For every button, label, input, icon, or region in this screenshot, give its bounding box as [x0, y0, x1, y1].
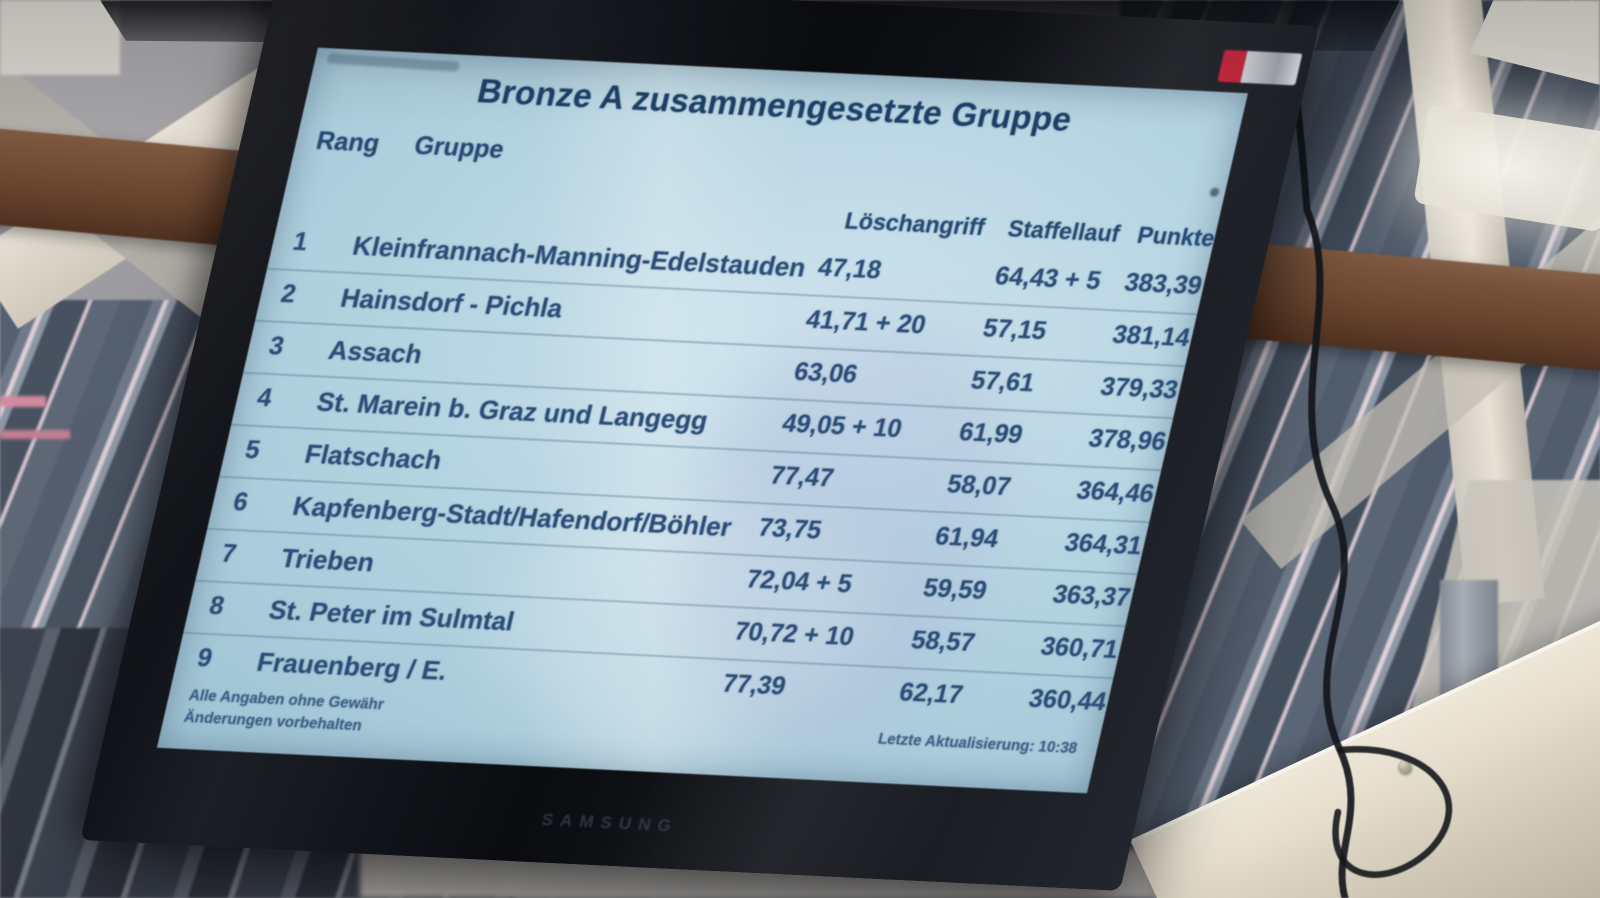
punkte-cell: 383,39 [1121, 268, 1205, 301]
punkte-cell: 360,44 [1026, 684, 1110, 717]
punkte-cell: 378,96 [1085, 424, 1169, 457]
punkte-cell: 381,14 [1109, 320, 1193, 353]
loeschangriff-cell: 49,05 + 10 [779, 409, 905, 444]
loeschangriff-cell: 41,71 + 20 [803, 305, 929, 340]
column-header-staffellauf: Staffellauf [1005, 215, 1123, 247]
staffellauf-cell: 61,94 [932, 522, 1002, 554]
tv-screen: Bronze A zusammengesetzte Gruppe Rang Gr… [156, 47, 1248, 794]
group-cell: Trieben [278, 542, 378, 578]
loeschangriff-cell: 63,06 [791, 357, 861, 389]
brand-sticker [1217, 49, 1303, 86]
rank-cell: 4 [254, 383, 275, 413]
column-header-gruppe: Gruppe [411, 131, 507, 164]
screen-artifact-dot [1208, 187, 1221, 197]
punkte-cell: 360,71 [1038, 632, 1122, 665]
rank-cell: 8 [206, 591, 227, 621]
punkte-cell: 379,33 [1097, 372, 1181, 405]
staffellauf-cell: 61,99 [956, 418, 1026, 450]
punkte-cell: 363,37 [1050, 580, 1133, 613]
rank-cell: 3 [266, 331, 287, 361]
loeschangriff-cell: 47,18 [815, 253, 885, 285]
group-cell: Frauenberg / E. [254, 646, 451, 686]
staffellauf-cell: 57,15 [980, 314, 1050, 346]
rank-cell: 2 [278, 279, 299, 309]
group-cell: Kleinfrannach-Manning-Edelstauden [349, 230, 809, 283]
loeschangriff-cell: 70,72 + 10 [731, 617, 857, 652]
rank-cell: 6 [230, 487, 251, 517]
last-update-note: Letzte Aktualisierung: 10:38 [876, 730, 1079, 758]
loeschangriff-cell: 72,04 + 5 [743, 565, 855, 599]
staffellauf-cell: 59,59 [920, 574, 990, 606]
group-cell: St. Marein b. Graz und Langegg [313, 386, 711, 436]
results-table: 1 Kleinfrannach-Manning-Edelstauden 47,1… [172, 217, 1209, 730]
rank-cell: 1 [290, 227, 311, 257]
sticker-white-half [1240, 50, 1303, 86]
column-header-loeschangriff: Löschangriff [842, 207, 988, 240]
column-header-rang: Rang [313, 126, 383, 158]
screw-dot [1398, 760, 1411, 773]
staffellauf-cell: 57,61 [968, 366, 1038, 398]
staffellauf-cell: 58,07 [944, 470, 1014, 502]
group-cell: Hainsdorf - Pichla [337, 282, 566, 324]
group-cell: Assach [325, 334, 426, 370]
rank-cell: 5 [242, 435, 263, 465]
skylight-patch-top-left [0, 0, 120, 75]
group-cell: St. Peter im Sulmtal [266, 594, 518, 637]
punkte-cell: 364,31 [1062, 528, 1145, 561]
group-cell: Flatschach [301, 438, 445, 476]
staffellauf-cell: 58,57 [908, 626, 978, 658]
tv-monitor: Bronze A zusammengesetzte Gruppe Rang Gr… [80, 0, 1319, 891]
loeschangriff-cell: 77,47 [767, 461, 837, 493]
loeschangriff-cell: 73,75 [755, 513, 825, 545]
disclaimer-note: Alle Angaben ohne Gewähr Änderungen vorb… [182, 685, 387, 739]
pink-highlight-stripe [0, 396, 46, 407]
column-header-punkte: Punkte [1134, 221, 1218, 252]
punkte-cell: 364,46 [1073, 476, 1157, 509]
pink-highlight-stripe [0, 430, 70, 439]
tv-bezel: Bronze A zusammengesetzte Gruppe Rang Gr… [80, 0, 1319, 891]
rank-cell: 9 [194, 643, 215, 673]
rank-cell: 7 [218, 539, 239, 569]
staffellauf-cell: 62,17 [896, 678, 966, 710]
loeschangriff-cell: 77,39 [719, 669, 789, 701]
